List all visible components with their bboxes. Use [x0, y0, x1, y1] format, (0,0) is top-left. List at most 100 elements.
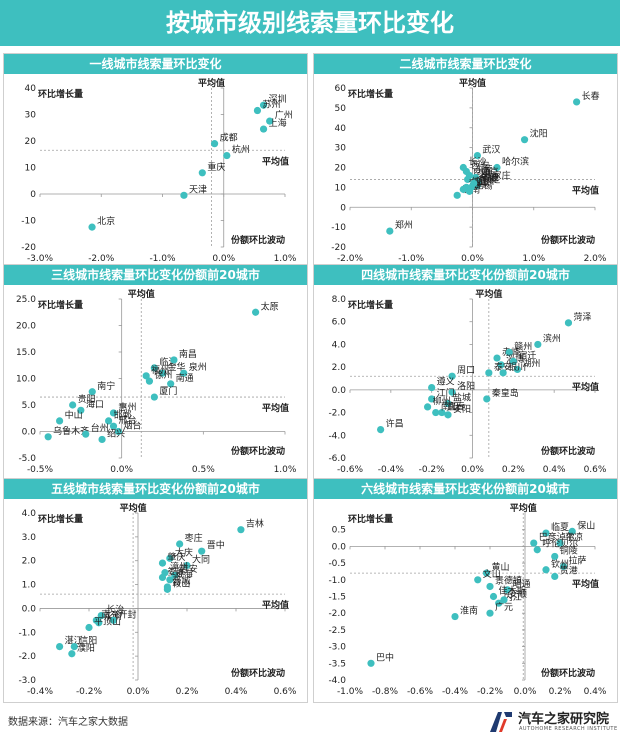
data-point — [69, 401, 77, 409]
data-point — [559, 562, 568, 571]
y-tick-label: -2.0 — [328, 609, 346, 619]
data-point — [109, 422, 118, 430]
data-label: 昆明 — [473, 168, 491, 179]
x-tick-label: -0.2% — [76, 687, 103, 697]
avg-y-label: 平均值 — [572, 578, 599, 590]
data-point — [485, 369, 493, 377]
logo-subtitle: AUTOHOME RESEARCH INSTITUTE — [519, 726, 618, 732]
data-point — [150, 393, 158, 401]
data-label: 鞍山 — [172, 577, 190, 589]
data-label: 文山 — [483, 568, 501, 580]
data-point — [377, 426, 385, 434]
y-tick-label: 40 — [25, 84, 37, 94]
y-tick-label: -1.0 — [328, 576, 346, 586]
data-label: 安顺 — [509, 588, 527, 600]
data-point — [237, 526, 245, 534]
data-point — [556, 539, 564, 547]
data-label: 苏州 — [262, 99, 280, 111]
x-tick-label: 0.4% — [543, 465, 566, 475]
data-point — [158, 573, 167, 582]
y-tick-label: -3.0 — [18, 676, 36, 686]
data-label: 无锡 — [474, 180, 492, 191]
data-point — [505, 348, 513, 356]
x-axis-title: 份额环比波动 — [541, 445, 595, 457]
y-tick-label: 0.5 — [332, 526, 346, 536]
data-label: 邯郸 — [114, 409, 132, 421]
data-label: 沈阳 — [530, 128, 548, 140]
x-axis-title: 份额环比波动 — [541, 667, 595, 679]
data-point — [210, 140, 219, 148]
data-point — [77, 406, 85, 414]
data-label: 昭通 — [513, 579, 531, 590]
data-label: 南昌 — [179, 348, 197, 360]
chart-panel-tier5: 五线城市线索量环比变化份额前20城市 平均值 平均值 4.0 3.0 2.0 1.0 0.0… — [3, 478, 308, 703]
x-tick-label: -0.6% — [407, 687, 434, 697]
data-label: 东莞 — [474, 163, 492, 175]
y-tick-label: 2.0 — [332, 363, 347, 373]
data-point — [56, 417, 64, 425]
data-point — [85, 623, 93, 632]
data-label: 濮阳 — [77, 642, 95, 654]
data-label: 长沙 — [468, 156, 486, 168]
data-point — [88, 388, 96, 396]
data-point — [166, 554, 174, 562]
data-label: 北京 — [97, 215, 115, 227]
data-label: 巴彦淖尔 — [539, 531, 575, 543]
data-label: 南通 — [176, 372, 194, 384]
data-point — [503, 586, 512, 594]
data-label: 内江 — [504, 591, 522, 603]
x-tick-label: 0.2% — [502, 465, 525, 475]
data-point — [486, 609, 494, 617]
data-label: 南阳 — [441, 401, 459, 413]
data-point — [150, 364, 158, 372]
data-label: 铜陵 — [560, 544, 578, 556]
y-tick-label: -2.0 — [18, 652, 36, 662]
x-tick-label: 0.0% — [127, 687, 150, 697]
data-label: 周口 — [457, 365, 475, 376]
data-label: 广州 — [275, 109, 293, 121]
data-label: 厦门 — [159, 385, 177, 397]
data-point — [473, 151, 481, 160]
data-point — [500, 596, 508, 604]
data-label: 哈尔滨 — [502, 156, 529, 168]
y-axis-title: 环比增长量 — [38, 299, 83, 311]
data-label: 重庆 — [207, 161, 225, 173]
chart-title: 一线城市线索量环比变化 — [4, 54, 307, 74]
data-label: 吉安 — [180, 563, 198, 575]
y-tick-label: -4.0 — [328, 676, 346, 686]
y-axis-title: 环比增长量 — [348, 513, 393, 525]
data-label: 石家庄 — [484, 169, 511, 181]
data-label: 南宁 — [97, 380, 115, 392]
data-label: 成都 — [220, 132, 238, 144]
data-point — [493, 354, 501, 362]
y-tick-label: 3.0 — [22, 533, 37, 543]
data-point — [438, 408, 446, 417]
data-point — [509, 357, 517, 366]
data-point — [451, 612, 459, 621]
data-label: 娄底 — [168, 565, 186, 577]
x-tick-label: 0.0% — [461, 254, 484, 264]
x-tick-label: -0.2% — [419, 465, 446, 475]
data-label: 邢台 — [119, 414, 137, 426]
data-label: 洛阳 — [457, 380, 475, 392]
avg-x-label: 平均值 — [475, 288, 502, 300]
data-label: 贵港 — [560, 564, 578, 576]
data-point — [423, 403, 432, 411]
data-point — [158, 369, 167, 377]
data-label: 钦州 — [551, 558, 569, 570]
data-point — [253, 106, 262, 115]
source-note: 数据来源：汽车之家大数据 — [8, 717, 128, 728]
y-tick-label: -3.5 — [328, 659, 346, 669]
data-point — [198, 169, 206, 177]
data-point — [428, 383, 436, 392]
data-label: 保山 — [577, 519, 595, 531]
data-point — [448, 372, 456, 380]
y-tick-label: 20 — [335, 164, 347, 174]
y-tick-label: -1.0 — [18, 628, 36, 638]
data-label: 开封 — [119, 608, 137, 620]
y-tick-label: 2.0 — [22, 557, 37, 567]
x-axis-title: 份额环比波动 — [231, 234, 285, 246]
y-tick-label: 0 — [30, 190, 36, 200]
logo-name: 汽车之家研究院 — [518, 712, 610, 727]
